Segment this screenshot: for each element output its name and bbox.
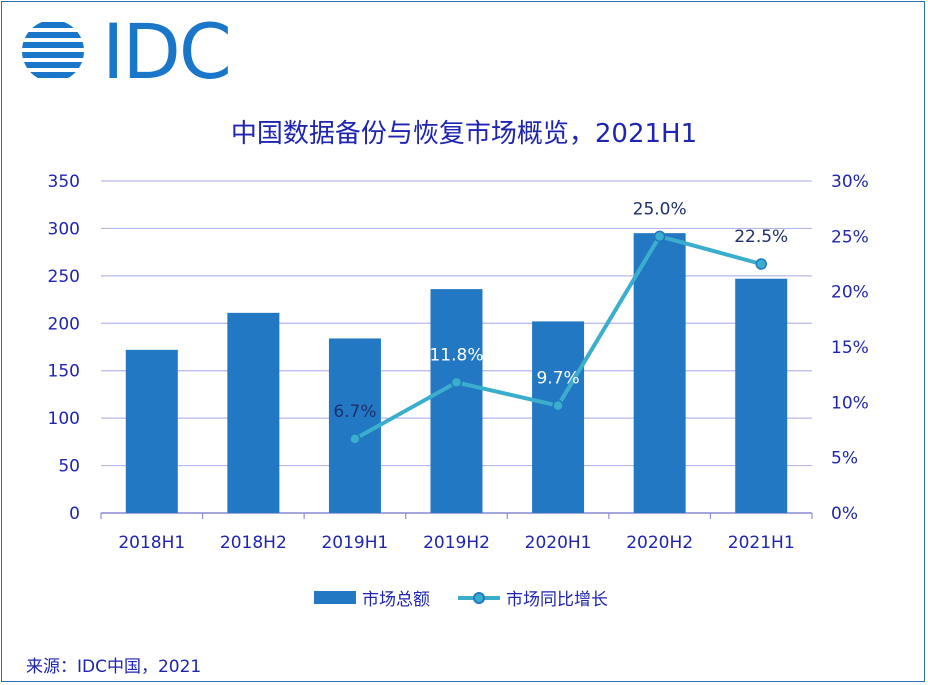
x-tick-label: 2018H2 (220, 533, 287, 553)
x-tick-label: 2019H2 (423, 533, 490, 553)
chart-title: 中国数据备份与恢复市场概览，2021H1 (230, 119, 698, 149)
legend-label-growth: 市场同比增长 (506, 590, 608, 610)
y-left-tick-label: 150 (48, 362, 80, 382)
legend-bar-swatch (314, 591, 356, 604)
bar-2020H1 (532, 321, 585, 513)
bar-2021H1 (735, 278, 788, 513)
x-tick-label: 2020H1 (525, 533, 592, 553)
y-left-tick-label: 0 (69, 504, 80, 524)
growth-point-2019H1 (349, 433, 361, 445)
bar-2019H2 (430, 289, 483, 513)
growth-label-2021H1: 22.5% (734, 227, 788, 247)
growth-label-2019H1: 6.7% (333, 402, 376, 422)
legend-label-total: 市场总额 (362, 590, 430, 610)
legend-item-total: 市场总额 (314, 585, 430, 610)
bar-2020H2 (633, 233, 686, 513)
bar-2018H1 (125, 349, 178, 513)
y-right-tick-label: 30% (831, 172, 869, 192)
y-left-tick-label: 300 (48, 219, 80, 239)
y-left-tick-label: 350 (48, 172, 80, 192)
x-tick-label: 2018H1 (118, 533, 185, 553)
y-left-tick-label: 100 (48, 409, 80, 429)
y-left-tick-label: 250 (48, 267, 80, 287)
idc-logo: IDC (20, 7, 232, 96)
bar-2018H2 (227, 312, 280, 513)
x-tick-label: 2020H2 (626, 533, 693, 553)
growth-point-2020H1 (552, 399, 564, 412)
growth-point-2019H2 (450, 376, 463, 389)
growth-point-2021H1 (755, 258, 767, 270)
growth-label-2020H2: 25.0% (633, 199, 687, 219)
chart-area: 0 50 100 150 200 250 300 350 0% 5% 10% 15% 20% 25% 30%… (48, 172, 869, 553)
bar-2019H1 (328, 338, 381, 513)
y-right-tick-label: 15% (831, 338, 869, 358)
y-left-tick-label: 200 (48, 314, 80, 334)
source-note: 来源：IDC中国，2021 (26, 657, 202, 677)
legend-item-growth: 市场同比增长 (458, 585, 608, 610)
y-right-tick-label: 20% (831, 283, 869, 303)
y-right-tick-label: 25% (831, 227, 869, 247)
growth-label-2019H2: 11.8% (429, 345, 483, 365)
x-tick-label: 2019H1 (321, 533, 388, 553)
growth-label-2020H1: 9.7% (536, 369, 579, 389)
legend-line-swatch (458, 591, 500, 605)
y-right-tick-label: 0% (831, 504, 858, 524)
idc-globe-icon (22, 22, 84, 78)
y-left-tick-label: 50 (58, 457, 80, 477)
growth-point-2020H2 (653, 230, 666, 243)
y-right-tick-label: 5% (831, 449, 858, 469)
legend: 市场总额 市场同比增长 (0, 585, 928, 615)
y-right-tick-label: 10% (831, 393, 869, 413)
logo-text: IDC (102, 7, 232, 96)
x-tick-label: 2021H1 (728, 533, 795, 553)
